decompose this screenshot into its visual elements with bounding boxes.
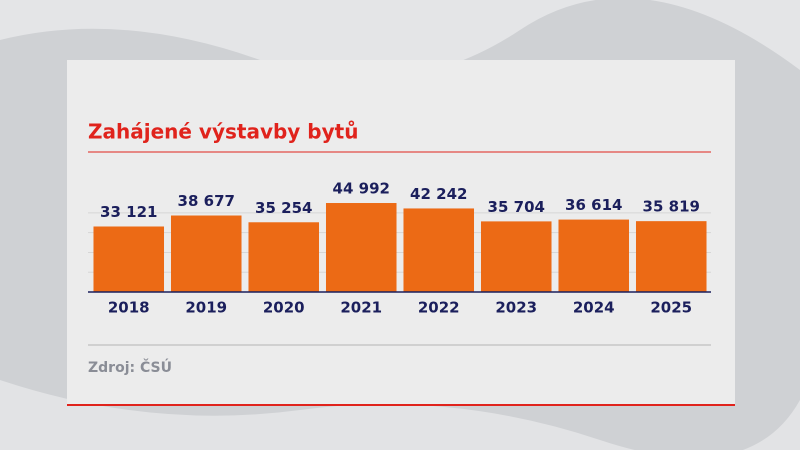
x-tick-label: 2022	[418, 299, 460, 317]
bar	[93, 226, 165, 292]
bar	[170, 215, 242, 292]
x-tick-label: 2020	[263, 299, 305, 317]
bar	[480, 221, 552, 292]
bar	[558, 219, 630, 292]
value-label: 35 704	[488, 198, 545, 216]
map-shape	[0, 0, 800, 80]
value-label: 44 992	[333, 180, 390, 198]
x-tick-label: 2018	[108, 299, 150, 317]
x-tick-label: 2024	[573, 299, 615, 317]
x-tick-label: 2023	[495, 299, 537, 317]
bar	[635, 221, 707, 292]
bar	[248, 222, 320, 292]
x-tick-label: 2019	[185, 299, 227, 317]
value-label: 35 819	[643, 198, 700, 216]
bar	[325, 203, 397, 292]
map-shape	[0, 380, 800, 450]
value-label: 42 242	[410, 185, 467, 203]
source: Zdroj: ČSÚ	[88, 358, 172, 376]
value-label: 33 121	[100, 203, 157, 221]
chart-title: Zahájené výstavby bytů	[88, 120, 358, 144]
value-label: 36 614	[565, 196, 622, 214]
x-tick-label: 2025	[650, 299, 692, 317]
bar	[403, 208, 475, 292]
value-label: 38 677	[178, 192, 235, 210]
value-label: 35 254	[255, 199, 312, 217]
x-tick-label: 2021	[340, 299, 382, 317]
